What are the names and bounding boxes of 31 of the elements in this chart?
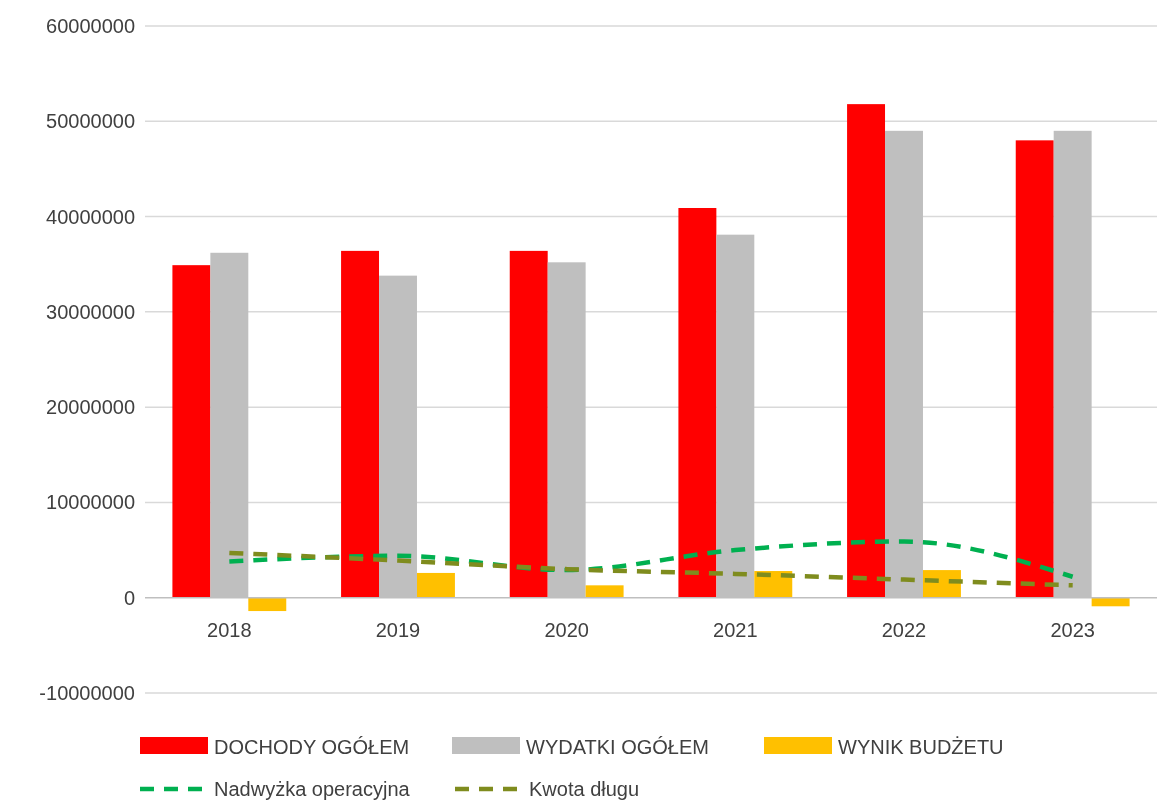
x-tick-label: 2019 [375,618,421,641]
legend-label: Nadwyżka operacyjna [214,778,411,800]
bar [1091,597,1130,607]
bar [678,208,717,598]
y-tick-label: 10000000 [46,491,135,514]
x-tick-label: 2023 [1050,618,1095,641]
legend-label: WYDATKI OGÓŁEM [526,736,709,758]
legend-label: DOCHODY OGÓŁEM [214,736,410,758]
line-series [227,550,1075,588]
legend-label: WYNIK BUDŻETU [838,736,1004,758]
line-series [227,539,1075,579]
y-tick-label: -10000000 [39,682,135,704]
y-tick-label: 50000000 [46,110,135,133]
x-tick-label: 2018 [207,618,252,641]
y-tick-label: 20000000 [46,396,135,419]
x-tick-label: 2022 [881,618,927,641]
bar [847,104,886,598]
y-tick-label: 30000000 [46,300,135,323]
y-tick-label: 40000000 [46,205,135,228]
bar [585,585,624,598]
bar [1015,140,1054,598]
x-tick-label: 2020 [544,618,589,641]
y-tick-label: 60000000 [46,15,135,37]
bar [416,572,455,598]
bar [172,265,211,598]
legend-label: Kwota długu [529,778,640,800]
bar [341,250,380,598]
y-tick-label: 0 [123,586,135,609]
x-tick-label: 2021 [713,618,758,641]
bar [248,597,287,612]
bar [509,250,548,598]
